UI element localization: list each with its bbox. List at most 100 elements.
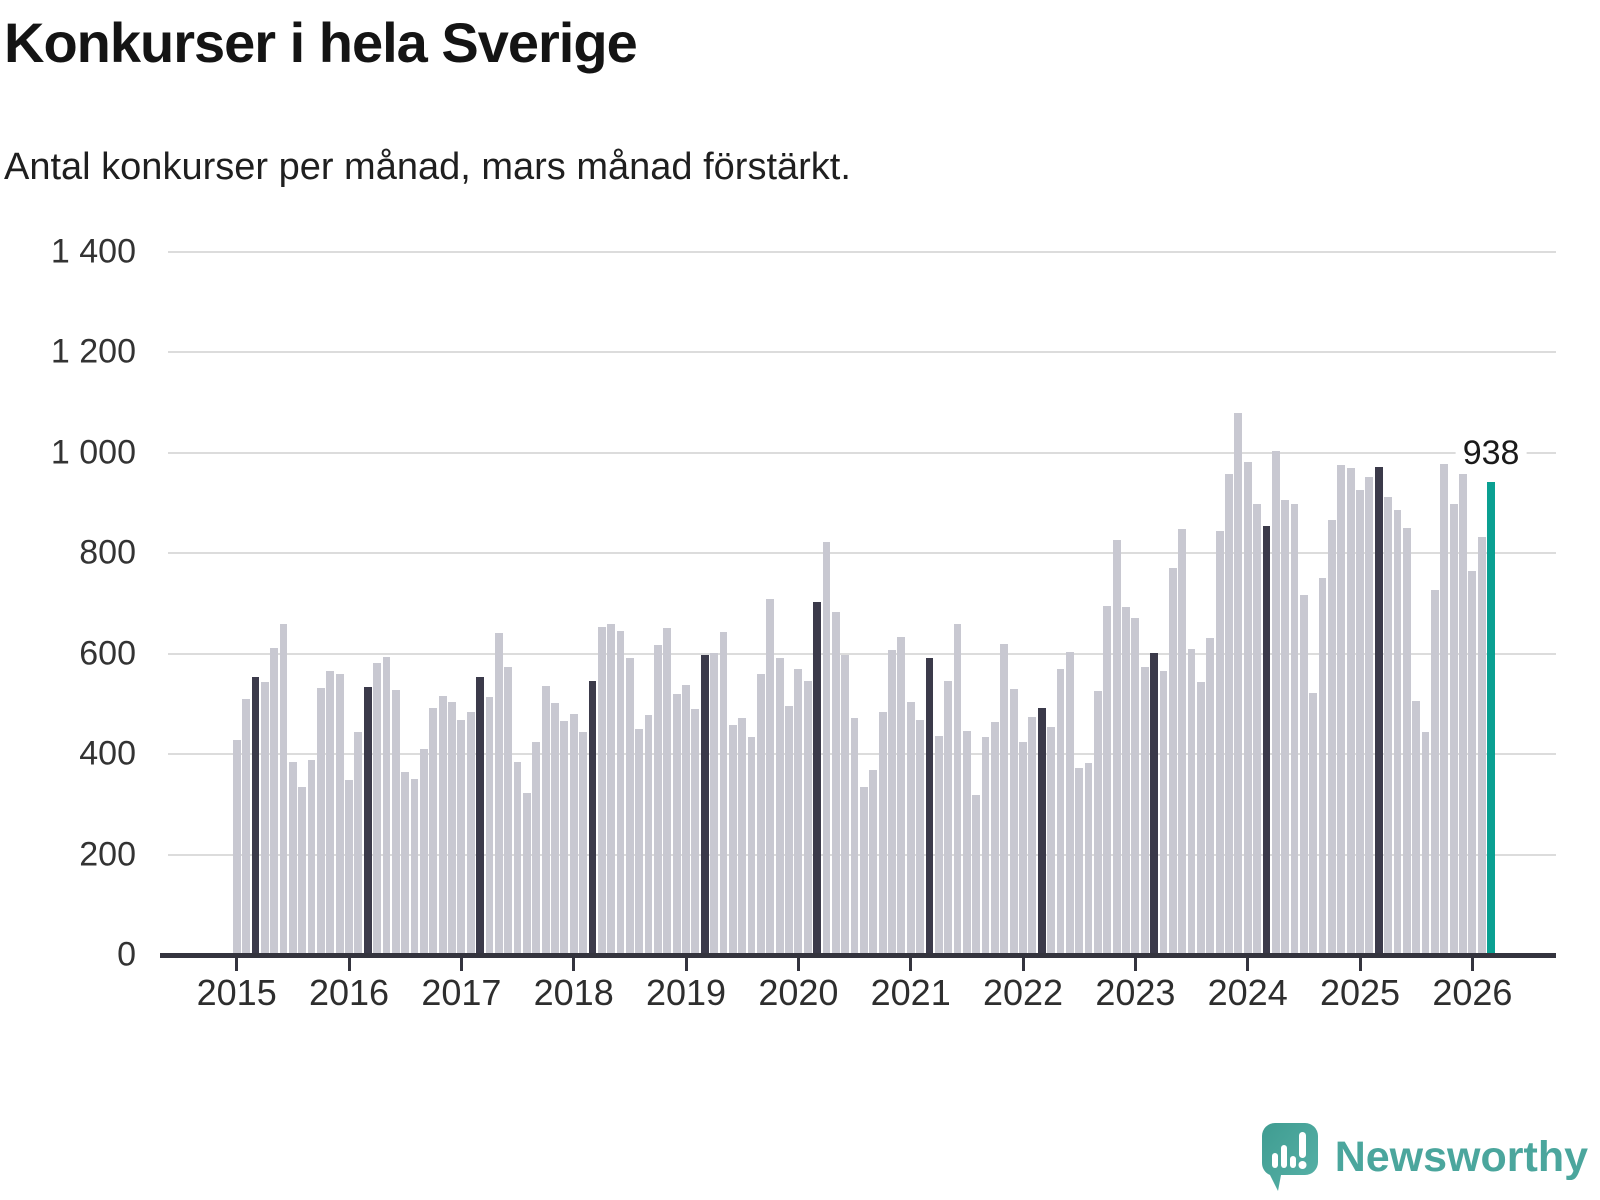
latest-value-label: 938 xyxy=(1455,433,1527,473)
bar-2024-2 xyxy=(1253,503,1261,953)
bar-2025-12 xyxy=(1459,474,1467,953)
bar-2020-7 xyxy=(850,717,859,953)
bar-2017-8 xyxy=(522,792,531,953)
bar-2016-3 xyxy=(363,686,372,953)
bar-2017-2 xyxy=(466,711,475,953)
bar-2025-4 xyxy=(1384,497,1392,953)
bar-2023-8 xyxy=(1196,681,1205,953)
bar-2024-12 xyxy=(1346,467,1355,953)
bar-2017-5 xyxy=(494,632,503,953)
bar-2017-1 xyxy=(457,720,466,953)
bar-2018-12 xyxy=(672,694,681,953)
bar-2017-10 xyxy=(541,686,550,953)
bar-2021-8 xyxy=(972,795,981,953)
x-axis-label-2016: 2016 xyxy=(308,972,390,1013)
y-axis-label-1000: 1 000 xyxy=(50,433,136,472)
bar-2024-4 xyxy=(1271,450,1280,953)
bar-2026-3 xyxy=(1487,481,1495,953)
bar-2021-6 xyxy=(953,623,962,953)
x-axis-line xyxy=(160,953,1556,958)
x-axis-label-2019: 2019 xyxy=(645,972,727,1013)
bar-2023-10 xyxy=(1215,530,1224,953)
bar-2015-9 xyxy=(307,759,316,953)
bar-2018-9 xyxy=(644,715,653,953)
bar-2015-4 xyxy=(260,681,269,953)
x-axis-tick-2019 xyxy=(684,958,688,971)
gridline-400 xyxy=(168,753,1556,756)
x-axis-label-2026: 2026 xyxy=(1432,972,1513,1013)
bar-2022-10 xyxy=(1103,606,1112,953)
bar-2019-7 xyxy=(738,717,747,953)
bar-2023-3 xyxy=(1150,652,1158,953)
bar-2015-8 xyxy=(298,787,307,953)
bar-2016-10 xyxy=(429,707,438,953)
bar-2020-12 xyxy=(897,636,906,953)
bar-2020-4 xyxy=(822,541,831,953)
bar-2023-7 xyxy=(1187,648,1196,953)
bar-2017-3 xyxy=(476,676,484,953)
bar-2023-11 xyxy=(1225,474,1233,953)
x-axis-tick-2025 xyxy=(1358,958,1362,971)
bar-2020-3 xyxy=(813,601,821,953)
bar-2023-1 xyxy=(1131,618,1140,953)
gridline-1200 xyxy=(168,351,1556,354)
bar-2025-10 xyxy=(1440,464,1449,953)
bar-2018-3 xyxy=(588,680,597,953)
bar-2019-6 xyxy=(728,725,737,953)
bar-2021-1 xyxy=(906,702,915,953)
bar-2022-7 xyxy=(1075,768,1084,953)
bar-2024-1 xyxy=(1243,462,1252,953)
bar-2016-1 xyxy=(345,779,353,953)
y-axis-label-600: 600 xyxy=(79,634,136,673)
bar-2016-4 xyxy=(373,663,381,953)
x-axis-tick-2017 xyxy=(459,958,463,971)
bar-2020-9 xyxy=(869,770,878,953)
x-axis-label-2017: 2017 xyxy=(421,972,502,1013)
bar-2017-12 xyxy=(560,720,569,953)
bar-2019-12 xyxy=(785,706,793,953)
bar-2015-3 xyxy=(251,676,260,953)
x-axis-label-2020: 2020 xyxy=(758,972,839,1013)
x-axis-tick-2024 xyxy=(1246,958,1250,971)
y-axis-label-1400: 1 400 xyxy=(50,232,136,271)
bar-2025-9 xyxy=(1431,589,1439,953)
plot-area: 0 200 400 600 800 1 000 1 200 1 400 2015 2016 2017… xyxy=(50,232,1556,1013)
chart-subtitle: Antal konkurser per månad, mars månad fö… xyxy=(4,146,851,188)
bar-2020-1 xyxy=(794,669,803,953)
x-axis-label-2015: 2015 xyxy=(196,972,277,1013)
bar-2017-7 xyxy=(513,761,522,953)
bar-2018-1 xyxy=(569,714,578,953)
bar-2020-2 xyxy=(803,681,812,953)
bar-2016-2 xyxy=(354,731,363,953)
bar-2024-10 xyxy=(1328,519,1336,953)
bar-2016-5 xyxy=(382,657,391,953)
bar-2021-4 xyxy=(934,736,943,953)
bar-2016-12 xyxy=(448,701,456,953)
bar-2017-4 xyxy=(485,696,494,953)
bar-2020-8 xyxy=(859,787,868,953)
bar-2015-2 xyxy=(242,699,250,953)
y-axis-label-200: 200 xyxy=(79,835,136,874)
bar-2021-12 xyxy=(1009,689,1018,953)
bar-2021-5 xyxy=(944,681,953,953)
bar-2018-5 xyxy=(607,624,616,953)
gridline-800 xyxy=(168,552,1556,555)
bar-2018-8 xyxy=(635,728,644,953)
bar-2015-1 xyxy=(232,739,241,953)
bar-2026-1 xyxy=(1468,571,1477,953)
bar-2021-10 xyxy=(991,722,999,953)
bar-2021-9 xyxy=(981,737,990,953)
bar-2020-6 xyxy=(841,655,850,953)
bar-2026-2 xyxy=(1477,537,1486,953)
y-axis-label-800: 800 xyxy=(79,533,136,572)
bar-2024-9 xyxy=(1318,578,1327,953)
bar-2025-1 xyxy=(1356,490,1364,953)
bar-2019-8 xyxy=(747,736,756,953)
bar-2023-4 xyxy=(1159,670,1168,953)
bar-2016-6 xyxy=(391,689,400,953)
bar-2022-3 xyxy=(1037,708,1046,953)
bar-2016-7 xyxy=(401,772,410,953)
x-axis-label-2024: 2024 xyxy=(1207,972,1288,1013)
bar-2017-11 xyxy=(551,702,559,953)
